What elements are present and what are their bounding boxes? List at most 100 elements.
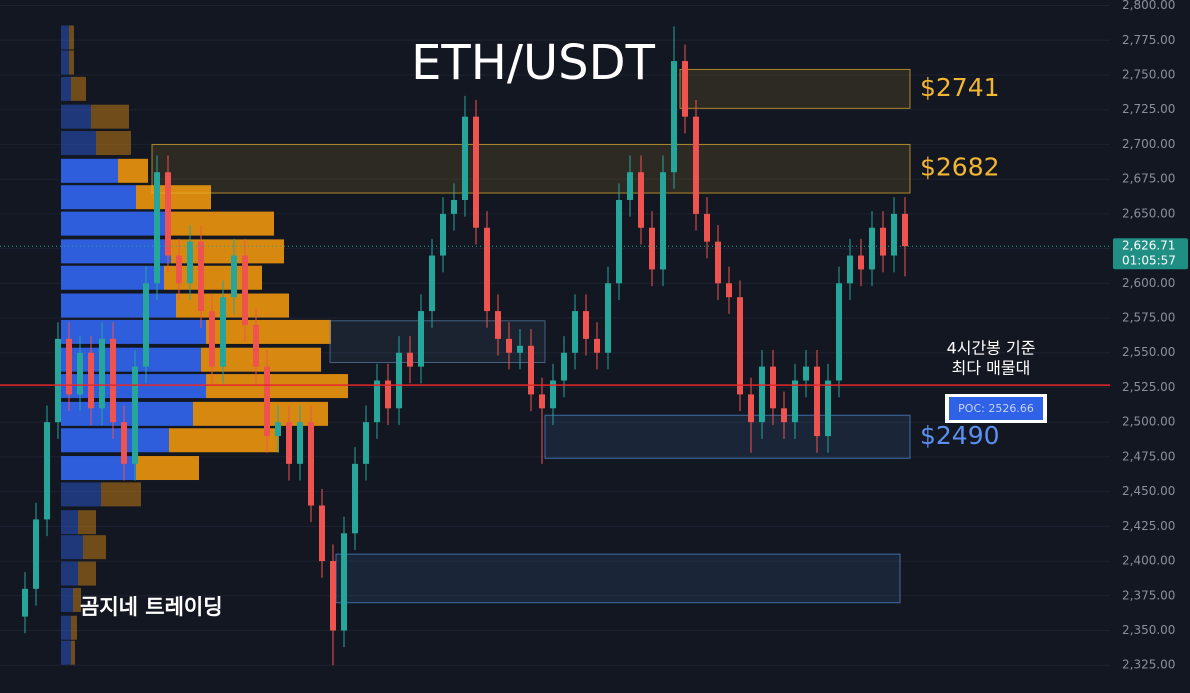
candle-body: [627, 172, 633, 200]
profile-buy-bar: [61, 211, 171, 236]
candle-body: [880, 227, 886, 256]
candle-body: [132, 366, 138, 464]
profile-buy-bar: [61, 640, 71, 665]
price-zone: [329, 320, 546, 363]
profile-buy-bar: [61, 510, 78, 535]
candle-body: [407, 352, 413, 367]
profile-buy-bar: [61, 535, 83, 560]
candle-body: [825, 380, 831, 437]
profile-buy-bar: [61, 347, 201, 372]
candle-body: [297, 422, 303, 464]
profile-sell-bar: [71, 640, 75, 665]
candle-body: [572, 311, 578, 353]
candles: [22, 26, 908, 666]
profile-buy-bar: [61, 131, 96, 156]
y-tick-label: 2,550.00: [1122, 345, 1175, 359]
profile-buy-bar: [61, 104, 91, 129]
profile-buy-bar: [61, 158, 118, 183]
profile-sell-bar: [78, 510, 96, 535]
candle-body: [308, 422, 314, 506]
price-zone: [151, 143, 911, 194]
profile-sell-bar: [193, 401, 328, 426]
y-tick-label: 2,425.00: [1122, 519, 1175, 533]
candle-body: [418, 311, 424, 367]
candle-body: [220, 297, 226, 367]
candle-body: [341, 533, 347, 631]
candle-body: [363, 422, 369, 464]
candle-body: [561, 352, 567, 381]
profile-buy-bar: [61, 293, 176, 318]
candle-body: [110, 338, 116, 423]
candle-body: [484, 227, 490, 312]
candle-body: [429, 255, 435, 312]
profile-buy-bar: [61, 561, 78, 586]
profile-buy-bar: [61, 50, 69, 75]
candle-body: [165, 172, 171, 256]
candle-body: [187, 241, 193, 284]
profile-buy-bar: [61, 76, 71, 101]
profile-sell-bar: [83, 535, 106, 560]
candle-body: [198, 241, 204, 312]
y-tick-label: 2,800.00: [1122, 0, 1175, 12]
countdown-label: 01:05:57: [1122, 254, 1176, 268]
candle-body: [33, 519, 39, 589]
candle-body: [374, 380, 380, 423]
profile-sell-bar: [206, 319, 331, 344]
profile-sell-bar: [69, 50, 74, 75]
y-tick-label: 2,675.00: [1122, 172, 1175, 186]
candle-body: [759, 366, 765, 423]
poc-note: 4시간봉 기준: [947, 339, 1036, 358]
candle-body: [550, 380, 556, 409]
profile-buy-bar: [61, 25, 69, 50]
zones: [151, 68, 911, 604]
y-tick-label: 2,525.00: [1122, 380, 1175, 394]
candle-body: [275, 422, 281, 437]
candle-body: [88, 352, 94, 409]
candle-body: [649, 227, 655, 270]
profile-sell-bar: [69, 25, 74, 50]
y-tick-label: 2,600.00: [1122, 276, 1175, 290]
candle-body: [462, 116, 468, 200]
y-tick-label: 2,700.00: [1122, 137, 1175, 151]
candle-body: [176, 255, 182, 284]
y-tick-label: 2,650.00: [1122, 206, 1175, 220]
candle-body: [352, 463, 358, 534]
candle-body: [539, 394, 545, 409]
profile-sell-bar: [206, 374, 348, 399]
candle-body: [836, 283, 842, 381]
y-tick-label: 2,475.00: [1122, 449, 1175, 463]
y-tick-label: 2,775.00: [1122, 33, 1175, 47]
y-tick-label: 2,750.00: [1122, 67, 1175, 81]
y-axis: 2,800.00 2,775.00 2,750.00 2,725.00 2,700.00…: [1110, 0, 1190, 693]
candle-body: [451, 199, 457, 214]
candle-body: [473, 116, 479, 228]
candle-body: [847, 255, 853, 284]
candle-body: [737, 297, 743, 395]
candle-body: [693, 116, 699, 214]
profile-buy-bar: [61, 456, 136, 481]
chart-title: ETH/USDT: [411, 35, 655, 91]
candle-body: [528, 345, 534, 395]
candle-body: [814, 366, 820, 437]
candle-body: [869, 227, 875, 270]
profile-sell-bar: [171, 211, 274, 236]
candle-body: [495, 311, 501, 339]
y-tick-label: 2,500.00: [1122, 415, 1175, 429]
candle-body: [726, 283, 732, 298]
candle-body: [242, 255, 248, 325]
candle-body: [66, 338, 72, 395]
candle-body: [22, 588, 28, 617]
candle-body: [154, 172, 160, 284]
profile-buy-bar: [61, 482, 101, 507]
profile-sell-bar: [176, 293, 289, 318]
candle-body: [781, 408, 787, 423]
candle-body: [99, 338, 105, 409]
last-price-tag: [1113, 238, 1188, 270]
candle-body: [704, 213, 710, 242]
candle-body: [319, 505, 325, 562]
profile-buy-bar: [61, 587, 73, 612]
last-price-label: 2,626.71: [1122, 239, 1175, 253]
